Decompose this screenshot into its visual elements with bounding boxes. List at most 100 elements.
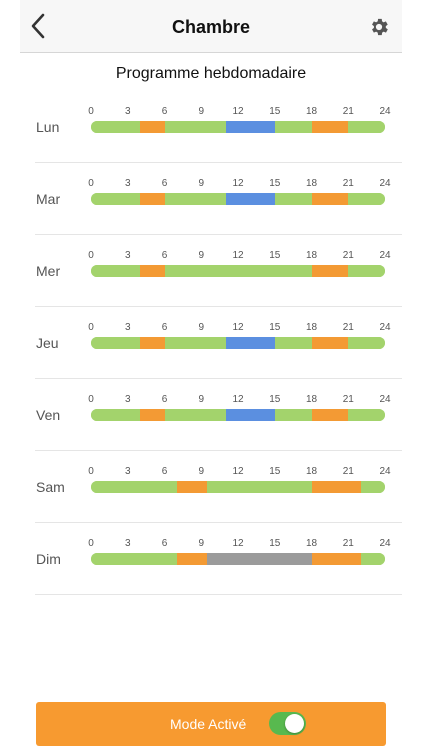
hour-tick-label: 21: [342, 178, 354, 189]
schedule-bar[interactable]: [91, 265, 385, 277]
back-button[interactable]: [26, 12, 50, 40]
hour-tick-label: 3: [124, 106, 131, 117]
hour-tick-label: 24: [379, 466, 391, 477]
schedule-bar[interactable]: [91, 553, 385, 565]
day-row[interactable]: Mer 0 3 6 9 12 15 18 21 24: [35, 235, 402, 307]
hour-tick-label: 18: [305, 250, 318, 261]
schedule-segment-green: [164, 265, 312, 277]
navigation-bar: Chambre: [20, 0, 402, 53]
day-label: Mar: [36, 191, 61, 207]
gear-icon: [372, 18, 388, 36]
hour-tick-label: 0: [88, 538, 94, 549]
schedule-segment-orange: [311, 337, 349, 349]
schedule-segment-green: [274, 193, 312, 205]
schedule-bar[interactable]: [91, 409, 385, 421]
day-label: Lun: [36, 119, 60, 135]
schedule-bar[interactable]: [91, 337, 385, 349]
day-label: Jeu: [36, 335, 59, 351]
hour-tick-label: 18: [305, 538, 318, 549]
hour-tick-label: 24: [379, 250, 391, 261]
hour-tick-label: 6: [161, 106, 168, 117]
day-row[interactable]: Mar 0 3 6 9 12 15 18 21 24: [35, 163, 402, 235]
schedule-segment-orange: [140, 193, 165, 205]
day-row[interactable]: Dim 0 3 6 9 12 15 18 21 24: [35, 523, 402, 595]
day-row[interactable]: Lun 0 3 6 9 12 15 18 21 24: [35, 91, 402, 163]
hour-tick-label: 6: [161, 178, 168, 189]
hour-tick-label: 3: [124, 394, 131, 405]
settings-button[interactable]: [368, 16, 390, 38]
schedule-title: Programme hebdomadaire: [115, 65, 307, 82]
hour-tick-label: 0: [88, 466, 94, 477]
schedule-segment-orange: [176, 481, 208, 493]
schedule-bar[interactable]: [91, 193, 385, 205]
schedule-segment-green: [91, 193, 140, 205]
hour-tick-label: 15: [269, 106, 281, 117]
schedule-segment-orange: [311, 265, 349, 277]
hour-tick-label: 12: [232, 250, 244, 261]
hour-tick-label: 0: [88, 106, 94, 117]
hour-axis: 0 3 6 9 12 15 18 21 24: [88, 178, 390, 190]
hour-tick-label: 21: [342, 322, 354, 333]
schedule-segment-green: [348, 121, 385, 133]
day-label: Mer: [36, 263, 61, 279]
schedule-segment-green: [348, 409, 385, 421]
schedule-bar[interactable]: [91, 481, 385, 493]
hour-tick-label: 15: [269, 394, 281, 405]
schedule-segment-green: [91, 121, 140, 133]
hour-tick-label: 9: [198, 466, 205, 477]
day-label: Dim: [36, 551, 61, 567]
schedule-segment-orange: [311, 121, 349, 133]
schedule-segment-green: [164, 121, 226, 133]
schedule-segment-gray: [207, 553, 312, 565]
hour-tick-label: 15: [269, 466, 281, 477]
schedule-segment-green: [348, 193, 385, 205]
schedule-segment-green: [360, 553, 385, 565]
hour-tick-label: 3: [124, 178, 131, 189]
schedule-segment-blue: [225, 337, 275, 349]
hour-tick-label: 6: [161, 538, 168, 549]
schedule-segment-green: [91, 481, 177, 493]
mode-toggle[interactable]: [269, 712, 306, 735]
schedule-segment-green: [274, 337, 312, 349]
hour-axis: 0 3 6 9 12 15 18 21 24: [88, 538, 390, 550]
hour-tick-label: 18: [305, 394, 318, 405]
hour-tick-label: 21: [342, 394, 354, 405]
hour-tick-label: 24: [379, 322, 391, 333]
hour-tick-label: 18: [305, 106, 318, 117]
schedule-segment-green: [207, 481, 312, 493]
hour-tick-label: 6: [161, 322, 168, 333]
hour-tick-label: 3: [124, 466, 131, 477]
hour-tick-label: 9: [198, 250, 205, 261]
schedule-segment-orange: [140, 337, 165, 349]
schedule-segment-green: [91, 409, 140, 421]
hour-tick-label: 24: [379, 178, 391, 189]
day-row[interactable]: Ven 0 3 6 9 12 15 18 21 24: [35, 379, 402, 451]
schedule-segment-orange: [311, 481, 361, 493]
day-row[interactable]: Jeu 0 3 6 9 12 15 18 21 24: [35, 307, 402, 379]
hour-tick-label: 12: [232, 466, 244, 477]
schedule-segment-green: [164, 409, 226, 421]
hour-tick-label: 21: [342, 466, 354, 477]
hour-axis: 0 3 6 9 12 15 18 21 24: [88, 322, 390, 334]
hour-tick-label: 15: [269, 322, 281, 333]
day-label: Ven: [36, 407, 61, 423]
hour-tick-label: 18: [305, 322, 318, 333]
day-row[interactable]: Sam 0 3 6 9 12 15 18 21 24: [35, 451, 402, 523]
schedule-bar[interactable]: [91, 121, 385, 133]
hour-tick-label: 18: [305, 178, 318, 189]
schedule-segment-green: [164, 337, 226, 349]
schedule-segment-green: [360, 481, 385, 493]
hour-tick-label: 0: [88, 178, 94, 189]
hour-tick-label: 0: [88, 322, 94, 333]
schedule-segment-blue: [225, 193, 275, 205]
mode-active-button[interactable]: Mode Activé: [36, 702, 386, 746]
schedule-segment-green: [348, 265, 385, 277]
schedule-segment-orange: [311, 553, 361, 565]
hour-tick-label: 3: [124, 250, 131, 261]
hour-tick-label: 9: [198, 178, 205, 189]
hour-tick-label: 21: [342, 538, 354, 549]
hour-tick-label: 6: [161, 250, 168, 261]
schedule-segment-orange: [311, 193, 349, 205]
hour-tick-label: 9: [198, 394, 205, 405]
hour-tick-label: 9: [198, 322, 205, 333]
